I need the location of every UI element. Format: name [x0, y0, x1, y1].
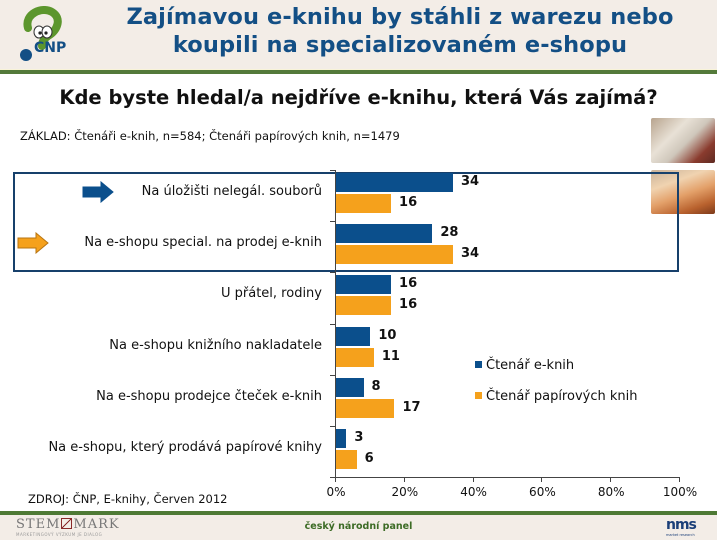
value-label: 34 [460, 246, 480, 262]
header-divider [0, 69, 717, 74]
y-tick [330, 323, 335, 325]
arrow-right-icon [17, 232, 49, 255]
ereader-photo [651, 118, 715, 163]
y-tick [330, 272, 335, 274]
value-label: 3 [354, 430, 364, 445]
nms-logo: nms [666, 517, 697, 533]
footer-bar [0, 515, 717, 540]
legend-item-paper: Čtenář papírových knih [475, 389, 637, 404]
category-label: U přátel, rodiny [221, 286, 322, 302]
bar-paper [336, 398, 395, 418]
y-tick [330, 374, 335, 376]
x-tick [679, 477, 680, 482]
title-line-2: koupili na specializovaném e-shopu [172, 32, 628, 58]
cnp-logo: CNP [20, 6, 66, 61]
x-tick [335, 477, 336, 482]
svg-text:CNP: CNP [34, 40, 66, 56]
x-tick-label: 40% [460, 485, 487, 499]
x-tick-label: 100% [662, 485, 698, 499]
bar-ebook [336, 377, 364, 397]
bar-paper [336, 194, 392, 213]
x-tick [610, 477, 612, 482]
y-tick [330, 426, 335, 427]
x-axis [335, 477, 680, 478]
value-label: 17 [402, 399, 421, 415]
x-tick-label: 80% [597, 485, 625, 499]
x-tick [472, 477, 474, 482]
y-tick [330, 477, 335, 479]
value-label: 16 [399, 297, 418, 313]
bar-ebook [336, 275, 392, 295]
x-tick [403, 477, 405, 482]
arrow-right-icon [82, 181, 114, 203]
chart-question: Kde byste hledal/a nejdříve e-knihu, kte… [59, 86, 658, 109]
category-label: Na e-shopu knižního nakladatele [109, 337, 322, 353]
value-label: 16 [399, 276, 418, 292]
category-label: Na úložišti nelegál. souborů [141, 184, 322, 199]
legend-swatch-paper [475, 392, 482, 399]
category-label: Na e-shopu prodejce čteček e-knih [96, 388, 322, 404]
value-label: 34 [460, 174, 480, 189]
x-tick-label: 60% [529, 485, 556, 499]
bar-ebook [336, 173, 453, 192]
header-bar [0, 0, 717, 69]
y-axis [335, 170, 336, 478]
bar-paper [336, 347, 374, 367]
stemmark-logo: STEM MARK [16, 517, 120, 532]
value-label: 8 [371, 378, 381, 394]
source-note: ZDROJ: ČNP, E-knihy, Červen 2012 [28, 492, 228, 506]
title-line-1: Zajímavou e-knihu by stáhli z warezu neb… [126, 4, 674, 30]
stemmark-tagline: MARKETINGOVÝ VÝZKUM JE DIALOG [16, 532, 103, 537]
y-tick [330, 170, 335, 171]
bar-paper [336, 450, 357, 469]
page-title: Zajímavou e-knihu by stáhli z warezu neb… [95, 3, 705, 59]
x-tick-label: 20% [391, 485, 419, 499]
y-tick [330, 221, 335, 223]
value-label: 16 [399, 195, 418, 210]
legend-swatch-ebook [475, 361, 482, 368]
bar-paper [336, 296, 392, 316]
category-label: Na e-shopu special. na prodej e-knih [84, 235, 322, 251]
bar-ebook [336, 429, 347, 448]
value-label: 11 [381, 348, 400, 364]
open-book-photo [651, 170, 715, 214]
nms-tagline: market research [666, 533, 695, 537]
x-tick-label: 0% [326, 485, 346, 499]
value-label: 6 [364, 451, 374, 466]
value-label: 10 [378, 327, 397, 343]
bar-ebook [336, 224, 433, 244]
bar-paper [336, 245, 453, 265]
bar-ebook [336, 326, 371, 346]
footer-panel-label: český národní panel [304, 521, 413, 532]
legend-item-ebook: Čtenář e-knih [475, 358, 574, 373]
x-tick [541, 477, 543, 482]
value-label: 28 [440, 225, 459, 241]
sample-base-note: ZÁKLAD: Čtenáři e-knih, n=584; Čtenáři p… [20, 129, 400, 143]
category-label: Na e-shopu, který prodává papírové knihy [48, 440, 322, 455]
footer-divider [0, 511, 717, 515]
